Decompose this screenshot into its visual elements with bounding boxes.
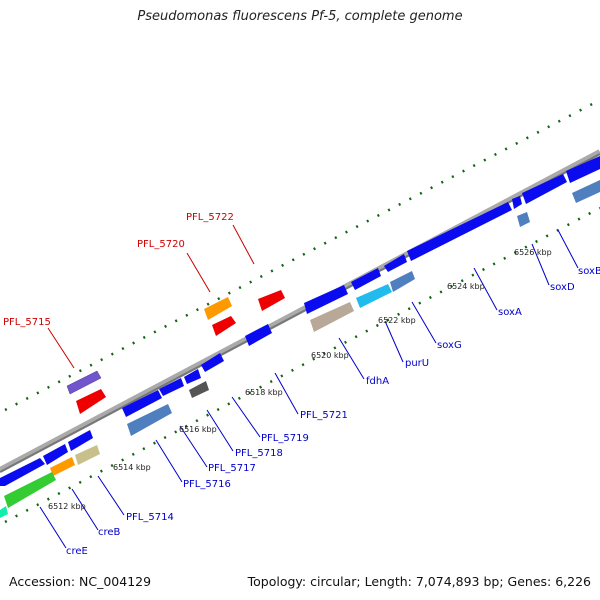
page-title: Pseudomonas fluorescens Pf-5, complete g… — [137, 9, 463, 24]
gene-arrow — [43, 444, 68, 465]
gene-arrow — [127, 404, 172, 436]
gene-arrow — [572, 180, 600, 203]
scale-label: 6512 kbp — [48, 502, 86, 511]
gene-label: fdhA — [366, 376, 389, 387]
gene-arrow — [75, 445, 100, 465]
gene-arrow — [512, 196, 522, 209]
gene-label: PFL_5720 — [137, 239, 185, 250]
scale-label: 6518 kbp — [245, 388, 283, 397]
gene-label: PFL_5722 — [186, 212, 234, 223]
gene-arrow — [204, 297, 232, 320]
gene-arrow — [68, 430, 93, 451]
gene-label: soxA — [498, 307, 522, 318]
outer-tick-track — [4, 98, 600, 412]
gene-arrow — [4, 472, 56, 508]
gene-arrow — [356, 284, 392, 308]
gene-arrow — [76, 389, 106, 414]
gene-arrow — [122, 390, 162, 417]
gene-arrow — [245, 324, 272, 346]
gene-arrow — [351, 268, 381, 290]
gene-arrow — [522, 174, 567, 204]
forward-genes — [66, 290, 285, 414]
gene-arrow — [159, 378, 184, 396]
gene-label: soxG — [437, 340, 462, 351]
gene-arrow — [50, 457, 75, 476]
gene-label: PFL_5715 — [3, 317, 51, 328]
reverse-gene-labels: creE creB PFL_5714 PFL_5716 PFL_5717 PFL… — [66, 266, 600, 557]
scale-label: 6524 kbp — [447, 282, 485, 291]
gene-label: purU — [405, 358, 429, 369]
gene-arrow — [0, 506, 8, 518]
scale-label: 6520 kbp — [311, 351, 349, 360]
inner-tick-track — [4, 206, 600, 524]
scale-label: 6526 kbp — [514, 248, 552, 257]
gene-label: creB — [98, 527, 121, 538]
gene-label: PFL_5718 — [235, 448, 283, 459]
gene-arrow — [310, 302, 354, 332]
gene-label: PFL_5716 — [183, 479, 231, 490]
gene-arrow — [566, 156, 600, 183]
scale-label: 6522 kbp — [378, 316, 416, 325]
gene-label: PFL_5717 — [208, 463, 256, 474]
scale-labels: 6512 kbp 6514 kbp 6516 kbp 6518 kbp 6520… — [48, 248, 552, 511]
gene-label: soxD — [550, 282, 575, 293]
gene-label: PFL_5721 — [300, 410, 348, 421]
genome-stats-text: Topology: circular; Length: 7,074,893 bp… — [247, 574, 591, 589]
gene-label: PFL_5719 — [261, 433, 309, 444]
gene-arrow — [407, 202, 512, 261]
gene-arrow — [517, 212, 530, 227]
forward-callouts — [47, 224, 255, 369]
gene-arrow — [66, 370, 102, 395]
gene-arrow — [212, 316, 236, 336]
gene-arrow — [0, 458, 45, 486]
gene-arrow — [304, 285, 348, 314]
forward-gene-labels: PFL_5715 PFL_5720 PFL_5722 — [3, 212, 234, 328]
gene-arrow — [384, 254, 407, 272]
scale-label: 6514 kbp — [113, 463, 151, 472]
gene-arrow — [258, 290, 285, 311]
gene-arrow — [189, 381, 209, 398]
gene-label: creE — [66, 546, 88, 557]
gene-label: PFL_5714 — [126, 512, 174, 523]
reverse-callouts — [39, 229, 579, 549]
gene-arrow — [201, 353, 224, 372]
scale-label: 6516 kbp — [179, 425, 217, 434]
accession-text: Accession: NC_004129 — [9, 574, 152, 589]
gene-arrow — [390, 271, 415, 292]
gene-arrow — [184, 369, 201, 384]
gene-label: soxB — [578, 266, 600, 277]
reverse-genes — [0, 156, 600, 518]
